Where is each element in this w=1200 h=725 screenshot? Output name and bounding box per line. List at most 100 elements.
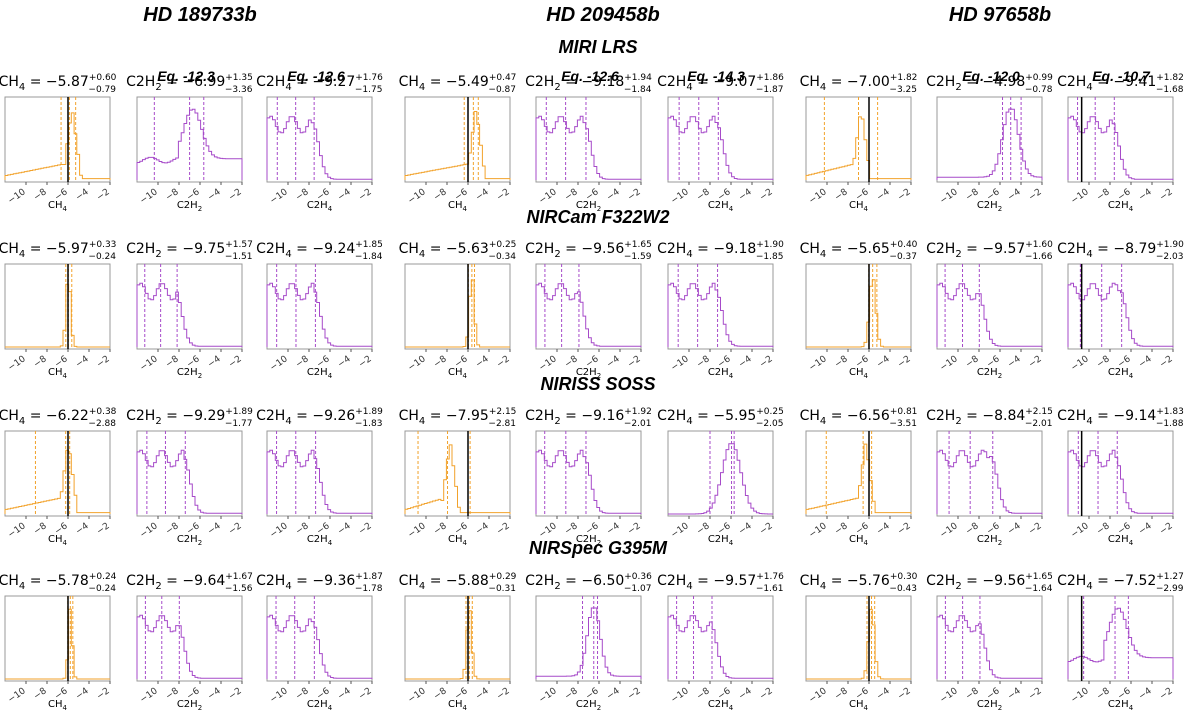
x-tick-label: −2 — [227, 521, 244, 537]
panel-title-minus: −0.79 — [88, 85, 116, 95]
histogram-c2h4 — [1067, 449, 1174, 514]
equilibrium-label-3: Eq. -12.6 — [561, 68, 619, 84]
x-tick-label: −2 — [1158, 521, 1175, 537]
panel-title-minus: −1.64 — [1025, 584, 1053, 594]
histogram-ch4 — [805, 443, 912, 514]
x-tick-label: −10 — [807, 354, 829, 373]
panel-frame — [936, 96, 1043, 183]
x-tick-label: −8 — [32, 521, 49, 537]
histogram-ch4 — [4, 112, 111, 180]
x-axis-label: C2H4 — [1108, 367, 1134, 380]
panel-title-minus: −1.83 — [355, 419, 383, 429]
x-tick-label: −4 — [336, 354, 353, 370]
x-axis-label: CH4 — [849, 367, 869, 380]
panel-title-minus: −2.88 — [88, 419, 116, 429]
histogram-c2h2 — [535, 115, 642, 180]
panel-title-minus: −1.07 — [624, 584, 652, 594]
equilibrium-label-4: Eq. -14.3 — [687, 68, 745, 84]
x-tick-label: −8 — [32, 354, 49, 370]
x-axis-label: C2H4 — [1108, 200, 1134, 213]
x-tick-label: −2 — [896, 187, 913, 203]
panel-title-minus: −3.51 — [889, 419, 917, 429]
x-tick-label: −10 — [669, 521, 691, 540]
panel-title-minus: −2.03 — [1156, 252, 1184, 262]
x-tick-label: −4 — [206, 187, 223, 203]
panel-title: C2H4 = −7.52+1.27 — [1057, 572, 1184, 592]
panel-title: C2H4 = −9.27+1.76 — [256, 73, 383, 93]
x-tick-label: −4 — [605, 187, 622, 203]
panel-frame — [1067, 263, 1174, 350]
panel-title-minus: −0.31 — [488, 584, 516, 594]
x-axis-label: CH4 — [849, 534, 869, 547]
x-tick-label: −10 — [406, 686, 428, 705]
x-axis-label: CH4 — [48, 699, 68, 712]
x-axis-label: C2H4 — [708, 200, 734, 213]
x-tick-label: −4 — [1006, 187, 1023, 203]
panel-frame — [4, 595, 111, 682]
x-axis-label: C2H2 — [177, 200, 202, 213]
equilibrium-label-2: Eq. -12.6 — [287, 68, 345, 84]
panel-title: C2H4 = −8.79+1.90 — [1057, 240, 1184, 260]
x-tick-label: −2 — [758, 354, 775, 370]
x-tick-label: −4 — [1137, 521, 1154, 537]
panel-title: C2H4 = −9.41+1.82 — [1057, 73, 1184, 93]
x-tick-label: −4 — [474, 521, 491, 537]
panel-title-minus: −1.51 — [225, 252, 253, 262]
histogram-c2h2 — [136, 614, 243, 679]
panel-frame — [4, 263, 111, 350]
panel-title: C2H4 = −9.24+1.85 — [256, 240, 383, 260]
x-tick-label: −2 — [227, 354, 244, 370]
x-tick-label: −2 — [896, 686, 913, 702]
panel-title: C2H2 = −8.84+2.15 — [926, 407, 1053, 427]
panel-title-minus: −3.25 — [889, 85, 917, 95]
x-tick-label: −10 — [807, 686, 829, 705]
panel-title-minus: −1.77 — [225, 419, 253, 429]
x-tick-label: −8 — [32, 686, 49, 702]
panel-title: C2H4 = −5.95+0.25 — [657, 407, 784, 427]
x-tick-label: −4 — [737, 187, 754, 203]
panel-title-minus: −1.84 — [355, 252, 383, 262]
panel-frame — [4, 96, 111, 183]
panel-frame — [404, 263, 511, 350]
x-tick-label: −4 — [336, 187, 353, 203]
panel-title: CH4 = −5.63+0.25 — [399, 240, 517, 260]
panel-title: CH4 = −5.87+0.60 — [0, 73, 117, 93]
x-tick-label: −4 — [1006, 686, 1023, 702]
x-tick-label: −4 — [1006, 354, 1023, 370]
x-tick-label: −10 — [669, 354, 691, 373]
histogram-c2h4 — [1067, 282, 1174, 347]
panel-title: CH4 = −6.56+0.81 — [800, 407, 918, 427]
x-tick-label: −2 — [95, 354, 112, 370]
x-tick-label: −10 — [537, 686, 559, 705]
panel-title: C2H2 = −4.98+0.99 — [926, 73, 1053, 93]
x-tick-label: −4 — [336, 521, 353, 537]
x-axis-label: C2H4 — [708, 699, 734, 712]
x-axis-label: C2H2 — [576, 534, 601, 547]
panel-title: C2H4 = −9.57+1.76 — [657, 572, 784, 592]
x-axis-label: C2H2 — [977, 534, 1002, 547]
x-axis-label: C2H4 — [1108, 699, 1134, 712]
panel-title: CH4 = −7.95+2.15 — [399, 407, 517, 427]
panel-title-minus: −1.87 — [756, 85, 784, 95]
x-tick-label: −10 — [406, 354, 428, 373]
panel-title: C2H4 = −9.36+1.87 — [256, 572, 383, 592]
x-tick-label: −10 — [6, 187, 28, 206]
x-tick-label: −10 — [1069, 354, 1091, 373]
x-tick-label: −2 — [758, 686, 775, 702]
x-tick-label: −10 — [938, 521, 960, 540]
x-tick-label: −10 — [669, 187, 691, 206]
x-tick-label: −2 — [626, 686, 643, 702]
panel-title-minus: −1.61 — [756, 584, 784, 594]
panel-title: C2H4 = −9.07+1.86 — [657, 73, 784, 93]
